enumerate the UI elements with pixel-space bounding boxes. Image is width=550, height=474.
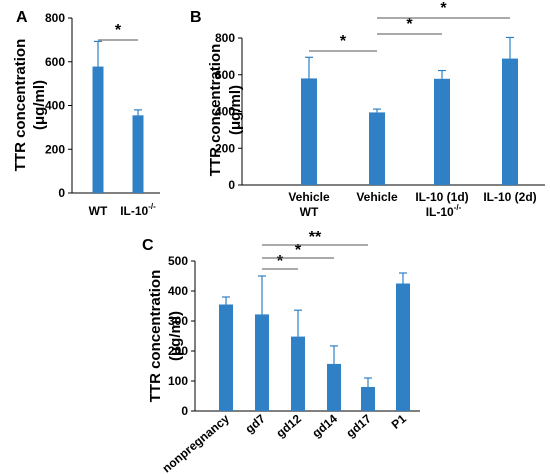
x-tick-label-superscript: -/- <box>148 202 156 211</box>
x-tick-label: P1 <box>389 411 409 431</box>
group-label-superscript: -/- <box>454 203 462 212</box>
x-tick-label-text: Vehicle <box>356 190 398 204</box>
y-tick-label: 100 <box>168 374 188 388</box>
bar <box>327 363 341 411</box>
x-tick-label: gd17 <box>343 411 374 440</box>
x-tick-label: Vehicle <box>288 190 330 204</box>
x-tick-label: gd14 <box>309 411 340 440</box>
x-tick-label-text: gd14 <box>309 411 340 440</box>
bar <box>255 314 269 411</box>
x-tick-label: IL-10 (1d) <box>415 190 468 204</box>
group-label-text: IL-10 <box>426 205 454 219</box>
x-tick-label: Vehicle <box>356 190 398 204</box>
x-tick-label: IL-10 (2d) <box>483 190 536 204</box>
y-tick-label: 800 <box>45 11 65 25</box>
y-tick-label: 400 <box>215 105 235 119</box>
y-axis-unit: (μg/ml) <box>227 85 244 135</box>
group-label: WT <box>300 205 319 219</box>
y-tick-label: 800 <box>215 31 235 45</box>
x-tick-label-text: IL-10 (2d) <box>483 190 536 204</box>
significance-star: ** <box>309 229 322 246</box>
y-axis-title: TTR concentration <box>12 39 29 172</box>
y-tick-label: 0 <box>228 178 235 192</box>
group-label: IL-10-/- <box>426 203 462 219</box>
bar <box>92 66 104 193</box>
bar <box>219 304 233 411</box>
x-tick-label-text: gd7 <box>243 411 269 436</box>
panel-label: B <box>190 9 202 26</box>
significance-star: * <box>440 0 447 17</box>
bar <box>132 115 144 193</box>
y-tick-label: 0 <box>181 404 188 418</box>
y-tick-label: 300 <box>168 314 188 328</box>
significance-star: * <box>115 22 122 39</box>
bar <box>369 112 385 185</box>
x-tick-label: nonpregnancy <box>160 411 233 474</box>
bar <box>301 78 317 185</box>
y-tick-label: 400 <box>168 284 188 298</box>
panel-b: B TTR concentration (μg/ml) 0 200 400 600 800 Ve… <box>190 0 545 219</box>
significance-star: * <box>295 242 302 259</box>
x-tick-label-text: gd17 <box>343 411 374 440</box>
y-tick-label: 0 <box>58 186 65 200</box>
y-axis-title: TTR concentration <box>207 44 224 177</box>
x-tick-label-text: IL-10 (1d) <box>415 190 468 204</box>
panel-label: A <box>16 9 28 26</box>
y-tick-label: 200 <box>168 344 188 358</box>
bar <box>502 58 518 185</box>
x-tick-label-text: WT <box>89 204 108 218</box>
x-tick-label-text: gd12 <box>273 411 304 440</box>
significance-star: * <box>340 33 347 50</box>
y-axis-title: TTR concentration <box>147 270 164 403</box>
bar <box>396 283 410 411</box>
x-tick-label-text: nonpregnancy <box>160 411 233 474</box>
y-tick-label: 200 <box>215 141 235 155</box>
x-tick-label-text: IL-10 <box>120 204 148 218</box>
x-tick-label: WT <box>89 204 108 218</box>
significance-star: * <box>406 16 413 33</box>
panel-a: A TTR concentration (μg/ml) 0 200 400 600 800 WT… <box>12 9 160 218</box>
y-tick-label: 200 <box>45 142 65 156</box>
x-tick-label: gd12 <box>273 411 304 440</box>
y-axis-unit: (μg/ml) <box>31 80 48 130</box>
y-tick-label: 600 <box>45 55 65 69</box>
panel-c: C TTR concentration (μg/ml) 0 100 200 300 400 50… <box>142 229 420 474</box>
y-tick-label: 500 <box>168 254 188 268</box>
bar <box>361 387 375 411</box>
panel-label: C <box>142 237 154 254</box>
y-axis-unit: (μg/ml) <box>167 311 184 361</box>
x-tick-label-text: P1 <box>389 411 409 431</box>
bar <box>291 336 305 411</box>
significance-star: * <box>277 253 284 270</box>
x-tick-label: IL-10-/- <box>120 202 156 218</box>
x-tick-label-text: Vehicle <box>288 190 330 204</box>
group-label-text: WT <box>300 205 319 219</box>
y-tick-label: 400 <box>45 99 65 113</box>
x-tick-label: gd7 <box>243 411 269 436</box>
y-tick-label: 600 <box>215 68 235 82</box>
bar <box>434 78 450 185</box>
